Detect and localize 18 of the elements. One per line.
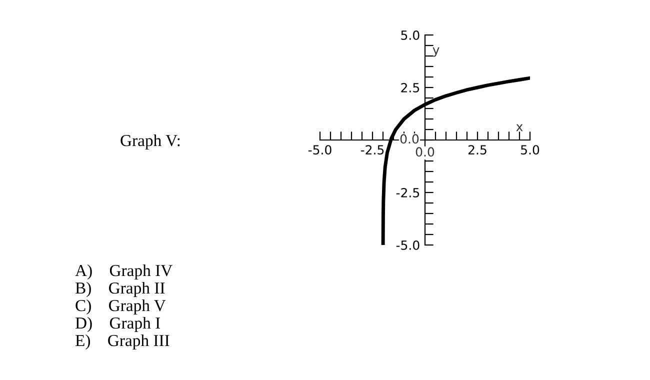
x-tick-label: 5.0 bbox=[521, 145, 540, 155]
text: B) Graph II bbox=[75, 282, 165, 298]
y-tick-label: 2.5 bbox=[401, 82, 420, 92]
x-axis-title: x bbox=[516, 124, 523, 132]
y-tick-label: -2.5 bbox=[396, 188, 420, 198]
x-tick-label: -2.5 bbox=[360, 145, 384, 155]
text: C) Graph V bbox=[76, 299, 166, 315]
x-tick-label: -5.0 bbox=[308, 145, 332, 155]
text: D) Graph I bbox=[75, 316, 160, 332]
y-tick-label: -5.0 bbox=[396, 240, 420, 250]
y-tick-label: 5.0 bbox=[401, 30, 420, 40]
x-tick-label: 0.0 bbox=[416, 147, 434, 157]
y-axis-title: y bbox=[432, 47, 440, 57]
x-tick-label: 2.5 bbox=[468, 145, 486, 155]
text: E) Graph III bbox=[75, 334, 170, 350]
y-tick-label: 0.0 bbox=[400, 134, 419, 144]
text: A) Graph IV bbox=[75, 264, 172, 280]
text: Graph V: bbox=[120, 134, 180, 150]
